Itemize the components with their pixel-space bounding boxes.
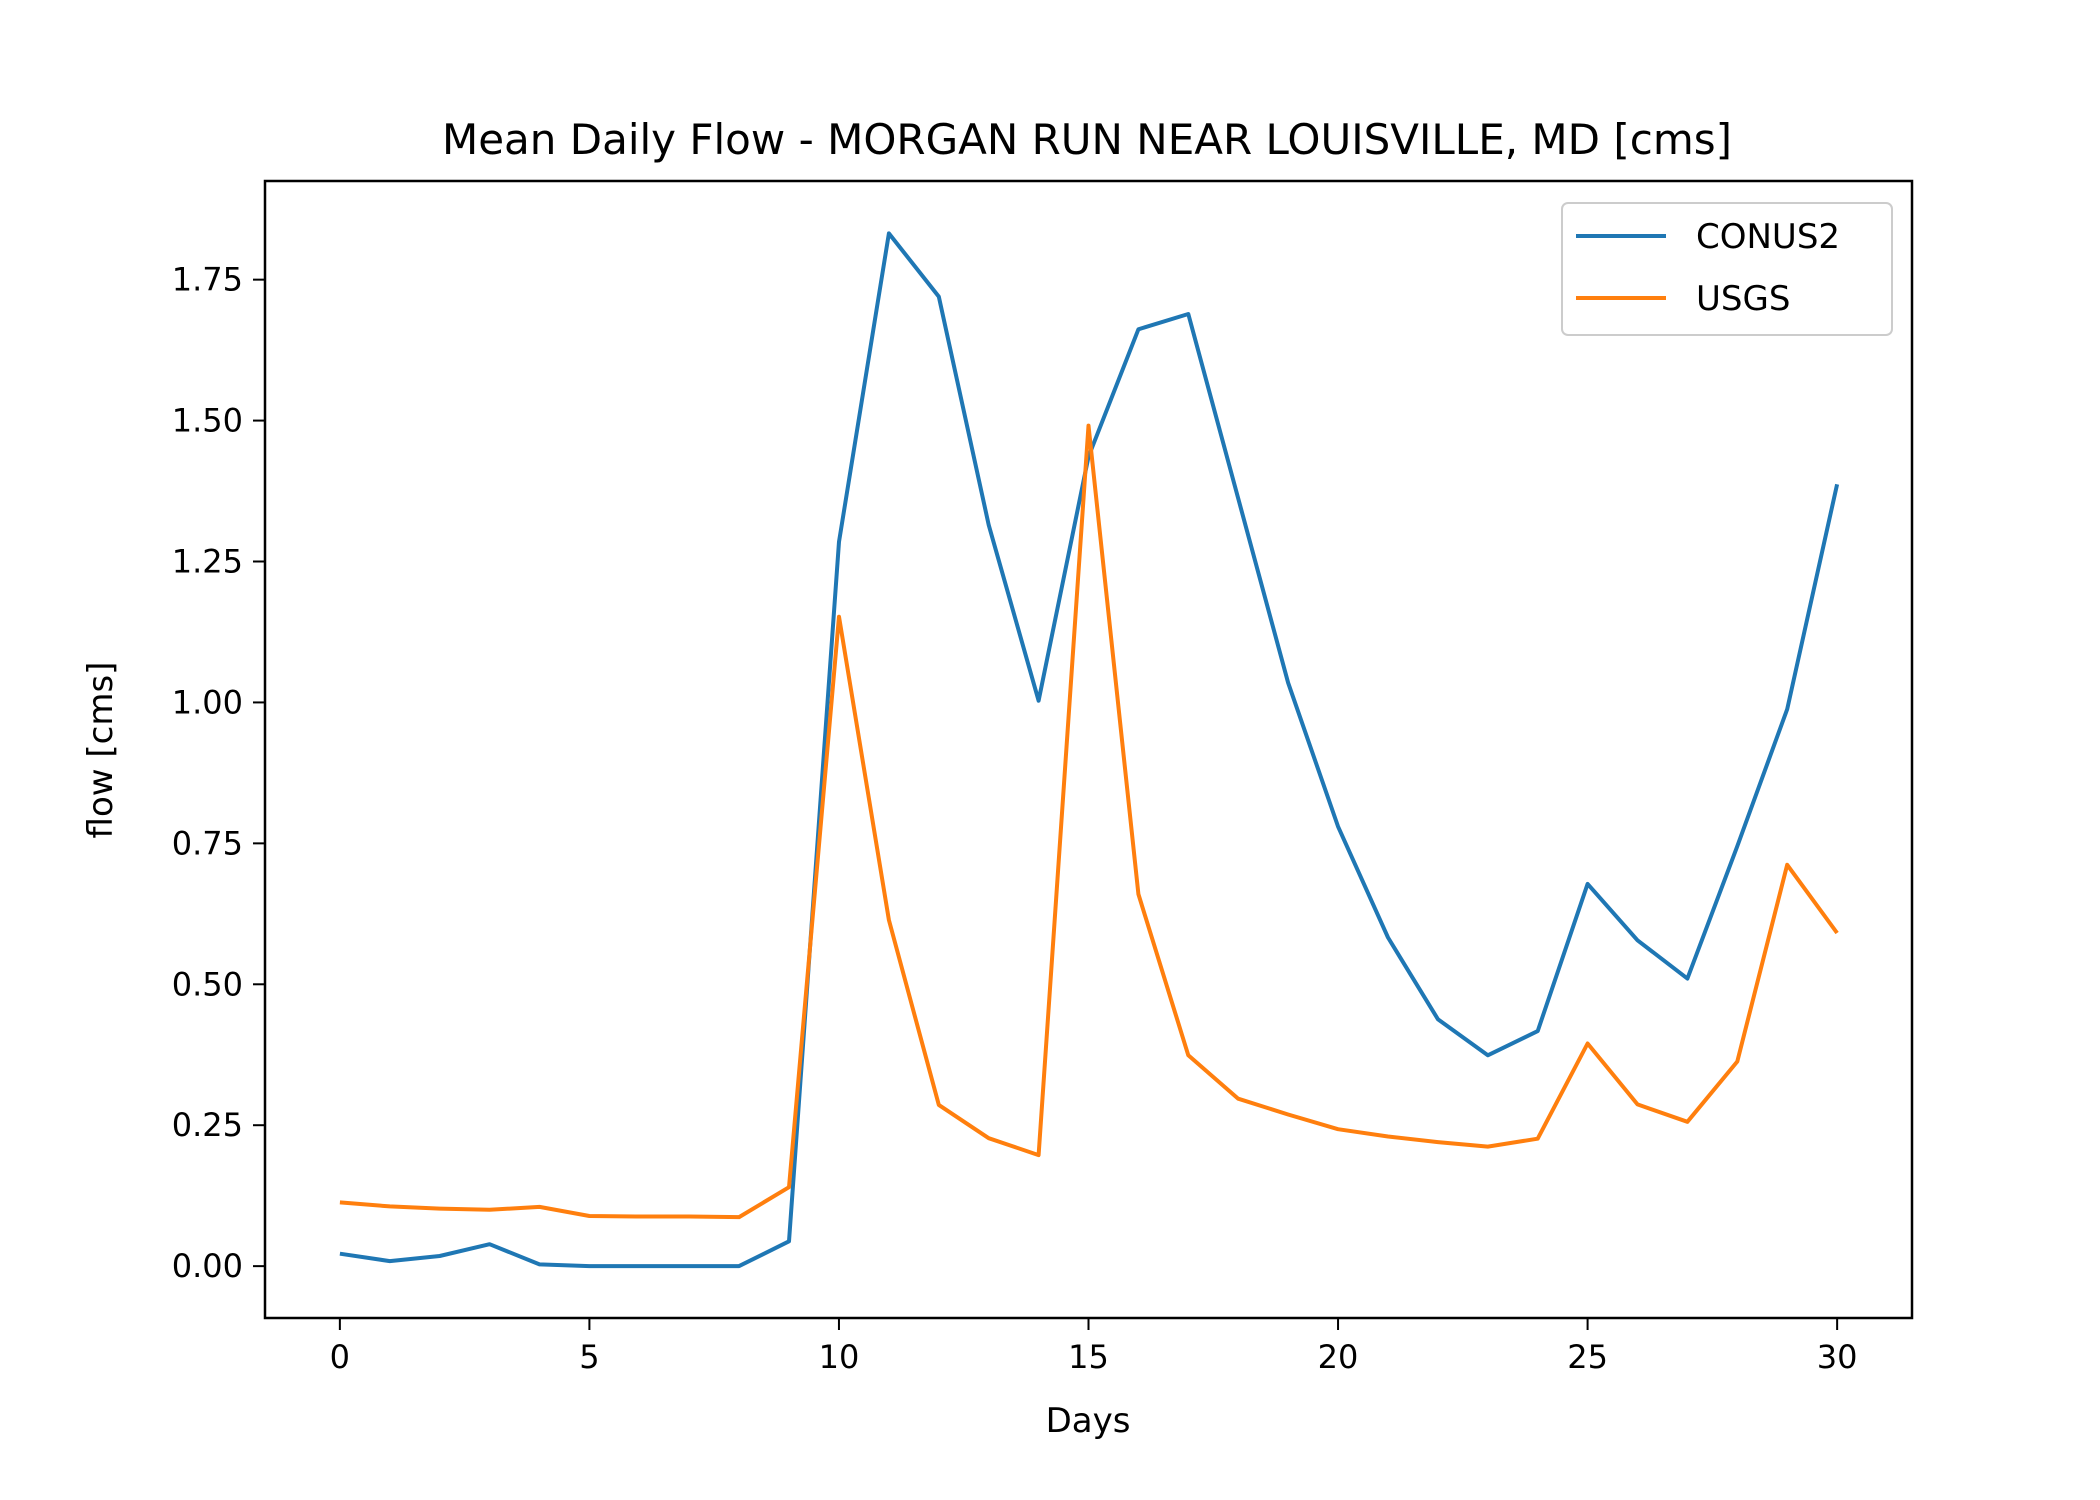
y-tick-label: 0.50 <box>172 965 243 1003</box>
x-axis-label: Days <box>1046 1401 1131 1441</box>
x-tick-label: 30 <box>1817 1338 1858 1376</box>
y-tick-label: 0.25 <box>172 1106 243 1144</box>
y-axis-label: flow [cms] <box>81 662 121 839</box>
series-line-conus2 <box>339 231 1840 1269</box>
y-axis: 0.00 0.25 0.50 0.75 1.00 1.25 1.50 1.75 <box>172 261 265 1285</box>
x-tick-label: 5 <box>579 1338 599 1376</box>
legend-label-conus2: CONUS2 <box>1696 217 1840 257</box>
y-tick-label: 1.75 <box>172 261 243 299</box>
y-tick-label: 1.50 <box>172 402 243 440</box>
y-tick-label: 1.25 <box>172 543 243 581</box>
series-line-usgs <box>339 423 1839 1220</box>
y-tick-label: 0.75 <box>172 824 243 862</box>
x-axis: 0 5 10 15 20 25 30 <box>330 1318 1858 1376</box>
legend: CONUS2 USGS <box>1561 202 1893 336</box>
y-tick-label: 0.00 <box>172 1247 243 1285</box>
plot-area <box>339 231 1840 1269</box>
y-tick-label: 1.00 <box>172 683 243 721</box>
chart-title: Mean Daily Flow - MORGAN RUN NEAR LOUISV… <box>442 115 1732 164</box>
x-tick-label: 0 <box>330 1338 350 1376</box>
x-tick-label: 15 <box>1068 1338 1109 1376</box>
x-tick-label: 10 <box>819 1338 860 1376</box>
x-tick-label: 25 <box>1567 1338 1608 1376</box>
legend-label-usgs: USGS <box>1696 279 1790 319</box>
x-tick-label: 20 <box>1318 1338 1359 1376</box>
